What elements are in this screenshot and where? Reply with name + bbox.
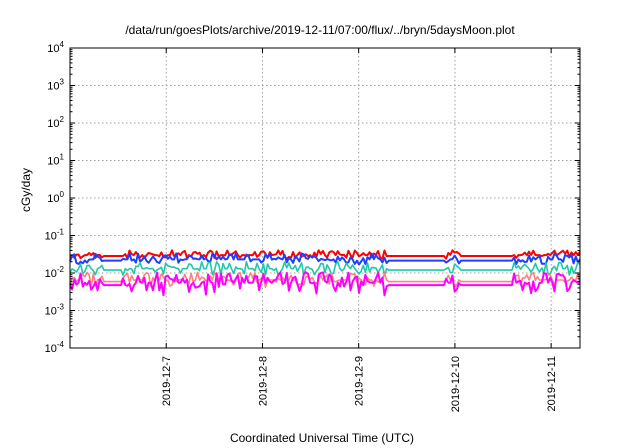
- y-tick-labels: 104 103 102 101 100 10-1 10-2 10-3 10-4: [45, 40, 65, 355]
- y-tick-label: 102: [47, 115, 64, 130]
- series-line-4: [69, 271, 580, 297]
- y-tick-label: 100: [47, 190, 64, 205]
- y-tick-label: 104: [47, 40, 64, 55]
- series-line-0: [69, 249, 581, 260]
- x-tick-label: 2019-12-8: [257, 356, 269, 406]
- y-tick-label: 10-3: [45, 303, 65, 318]
- series-line-2: [69, 260, 581, 276]
- x-tick-label: 2019-12-9: [354, 356, 366, 406]
- x-tick-label: 2019-12-11: [546, 356, 558, 411]
- axes: [69, 47, 581, 349]
- y-tick-label: 10-4: [45, 340, 65, 355]
- series-line-1: [69, 252, 581, 266]
- plot-frame: [69, 47, 581, 349]
- y-tick-label: 10-2: [45, 265, 65, 280]
- y-tick-label: 103: [47, 78, 64, 93]
- x-axis-label: Coordinated Universal Time (UTC): [230, 431, 414, 445]
- y-axis-label: cGy/day: [19, 168, 33, 212]
- y-tick-label: 10-1: [45, 228, 65, 243]
- chart-title: /data/run/goesPlots/archive/2019-12-11/0…: [125, 23, 515, 37]
- grid-lines: [70, 48, 580, 348]
- x-tick-labels: 2019-12-7 2019-12-8 2019-12-9 2019-12-10 201…: [161, 356, 558, 412]
- x-tick-label: 2019-12-7: [161, 356, 173, 406]
- x-tick-label: 2019-12-10: [450, 356, 462, 412]
- series-lines: [69, 249, 581, 297]
- y-tick-label: 101: [47, 153, 64, 168]
